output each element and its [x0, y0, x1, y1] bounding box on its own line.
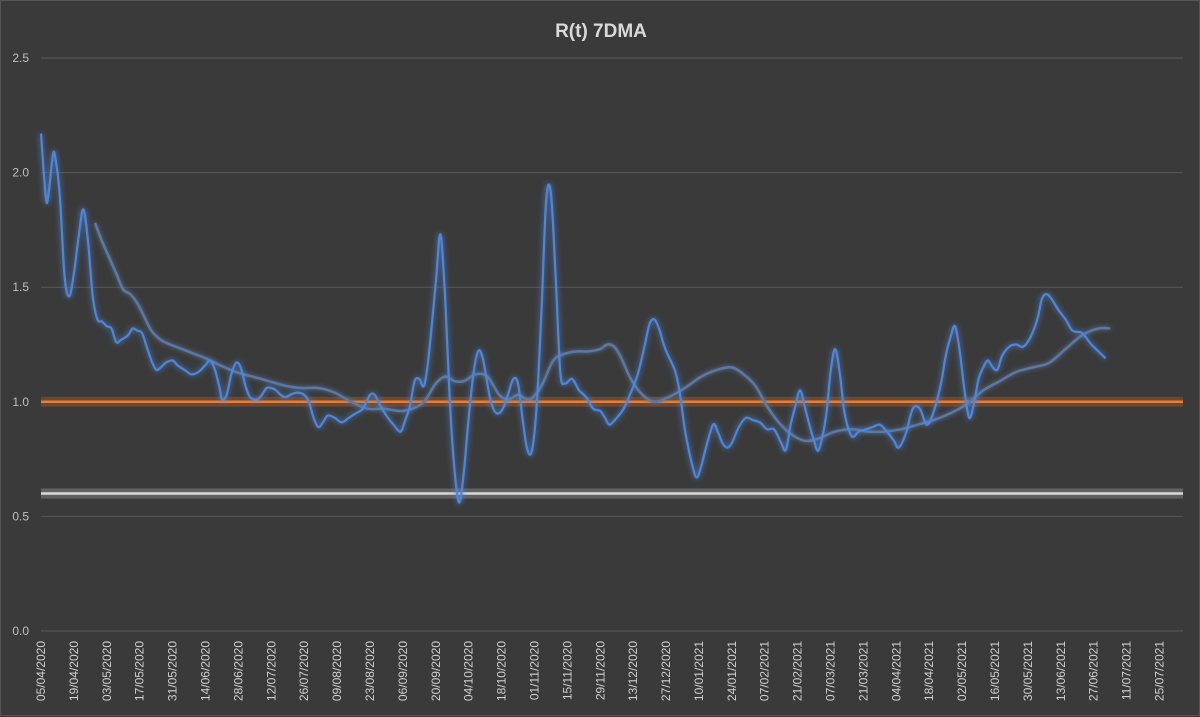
x-tick-label: 12/07/2020 [264, 641, 278, 701]
x-tick-label: 31/05/2020 [166, 641, 180, 701]
x-tick-label: 04/10/2020 [462, 641, 476, 701]
x-tick-label: 23/08/2020 [363, 641, 377, 701]
x-tick-label: 02/05/2021 [955, 641, 969, 701]
x-tick-label: 03/05/2020 [100, 641, 114, 701]
x-tick-label: 07/03/2021 [824, 641, 838, 701]
series-lines [39, 133, 1111, 504]
x-tick-label: 30/05/2021 [1021, 641, 1035, 701]
x-tick-label: 17/05/2020 [133, 641, 147, 701]
x-axis-labels: 05/04/2020 19/04/2020 03/05/2020 17/05/2020… [34, 641, 1167, 701]
y-tick-label: 2.5 [12, 51, 29, 65]
x-tick-label: 10/01/2021 [692, 641, 706, 701]
reference-lines [41, 396, 1183, 499]
x-tick-label: 05/04/2020 [34, 641, 48, 701]
average-series-line [93, 222, 1111, 443]
daily-series-line [39, 133, 1107, 504]
x-tick-label: 01/11/2020 [528, 641, 542, 700]
x-tick-label: 21/02/2021 [791, 641, 805, 701]
x-tick-label: 27/12/2020 [659, 641, 673, 701]
x-tick-label: 19/04/2020 [67, 641, 81, 701]
x-tick-label: 04/04/2021 [889, 641, 903, 701]
x-tick-label: 29/11/2020 [593, 641, 607, 700]
x-tick-label: 20/09/2020 [429, 641, 443, 701]
x-tick-label: 09/08/2020 [330, 641, 344, 701]
x-tick-label: 13/12/2020 [626, 641, 640, 701]
x-tick-label: 21/03/2021 [856, 641, 870, 701]
x-tick-label: 18/04/2021 [922, 641, 936, 701]
y-tick-label: 0.0 [12, 624, 29, 638]
chart-title: R(t) 7DMA [555, 21, 647, 42]
y-tick-label: 1.5 [12, 280, 29, 294]
x-tick-label: 15/11/2020 [560, 641, 574, 700]
x-tick-label: 16/05/2021 [988, 641, 1002, 701]
x-tick-label: 18/10/2020 [495, 641, 509, 701]
x-tick-label: 26/07/2020 [297, 641, 311, 701]
x-tick-label: 14/06/2020 [199, 641, 213, 701]
x-tick-label: 24/01/2021 [725, 641, 739, 701]
y-tick-label: 0.5 [12, 509, 29, 523]
y-axis-labels: 0.0 0.5 1.0 1.5 2.0 2.5 [12, 51, 29, 638]
y-tick-label: 2.0 [12, 166, 29, 180]
x-tick-label: 28/06/2020 [231, 641, 245, 701]
y-tick-label: 1.0 [12, 395, 29, 409]
x-tick-label: 25/07/2021 [1153, 641, 1167, 701]
x-tick-label: 13/06/2021 [1054, 641, 1068, 701]
x-tick-label: 07/02/2021 [758, 641, 772, 701]
x-tick-label: 06/09/2020 [396, 641, 410, 701]
x-tick-label: 11/07/2021 [1120, 641, 1134, 700]
x-tick-label: 27/06/2021 [1087, 641, 1101, 701]
